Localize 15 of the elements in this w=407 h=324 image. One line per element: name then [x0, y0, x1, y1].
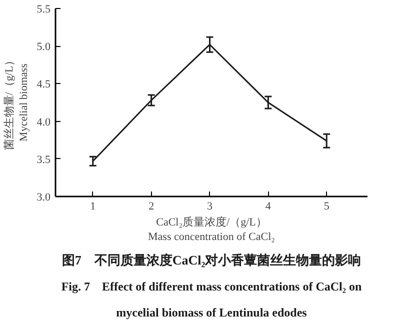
- x-tick-label: 5: [324, 200, 330, 212]
- text: 图7 不同质量浓度CaCl₂对小香蕈菌丝生物量的影响: [62, 252, 362, 268]
- y-tick-label: 3.0: [36, 192, 51, 204]
- y-tick-label: 4.0: [36, 116, 51, 128]
- x-tick-label: 3: [206, 200, 213, 212]
- y-tick-label: 5.5: [36, 4, 51, 16]
- y-tick-label: 4.5: [36, 78, 51, 91]
- text: Fig. 7 Effect of different mass concentrations of CaCl₂ on mycelial biomass of Lentinula edodes: [61, 280, 362, 320]
- y-tick-label: 5.0: [36, 41, 51, 54]
- y-axis-title: 菌丝生物量/（g/L） Mycelial biomass: [2, 54, 30, 150]
- x-tick-label: 2: [148, 200, 154, 212]
- y-tick-label: 3.5: [36, 154, 51, 166]
- x-axis-title: CaCl₂质量浓度/（g/L） Mass concentration of CaCl₂: [148, 216, 276, 243]
- x-tick-label: 1: [90, 200, 96, 212]
- x-tick-label: 4: [265, 200, 272, 212]
